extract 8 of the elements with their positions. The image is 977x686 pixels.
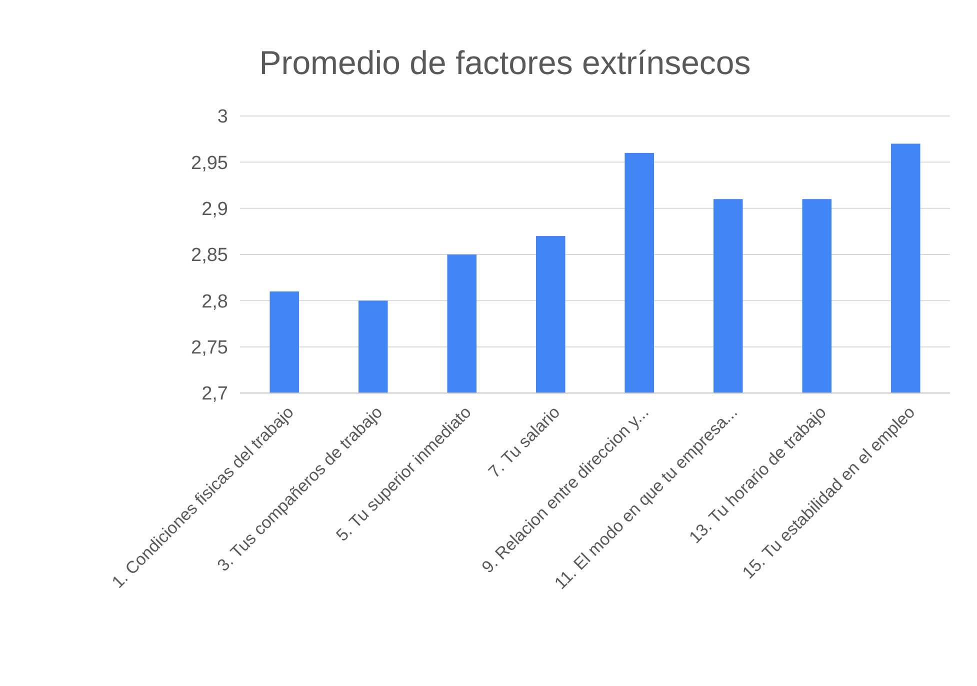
- y-tick-label: 2,9: [202, 198, 228, 220]
- y-tick-label: 2,85: [191, 245, 228, 266]
- y-tick-label: 2,8: [202, 291, 228, 312]
- y-tick-label: 3: [217, 106, 228, 128]
- y-tick-label: 2,95: [191, 152, 228, 174]
- y-tick-label: 2,7: [202, 384, 228, 405]
- y-tick-label: 2,75: [191, 337, 228, 358]
- chart-title: Promedio de factores extrínsecos: [259, 44, 751, 81]
